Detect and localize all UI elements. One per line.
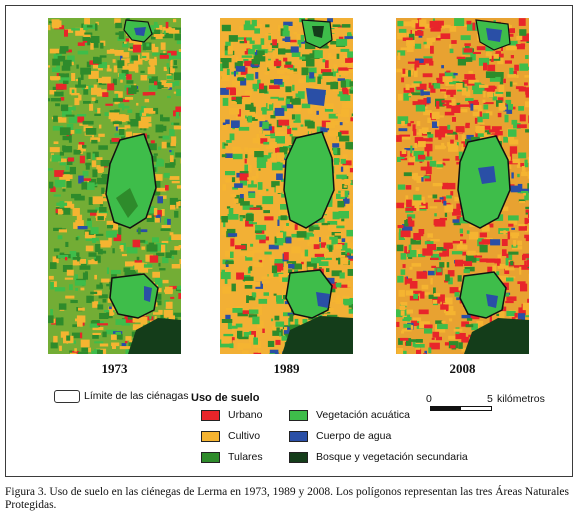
legend-title: Uso de suelo: [191, 392, 260, 404]
map-2008-canvas: [396, 18, 529, 354]
boundary-swatch: [54, 390, 80, 403]
legend-label-bosque: Bosque y vegetación secundaria: [316, 451, 468, 463]
legend-swatch-cuerpo-de-agua: [289, 431, 308, 442]
map-1989-canvas: [220, 18, 353, 354]
legend-label-cultivo: Cultivo: [228, 430, 261, 442]
legend-label-urbano: Urbano: [228, 409, 263, 421]
legend-label-vegetacion-acuatica: Vegetación acuática: [316, 409, 410, 421]
figure-caption: Figura 3. Uso de suelo en las ciénegas d…: [5, 486, 569, 511]
legend-swatch-vegetacion-acuatica: [289, 410, 308, 421]
figure-frame: 1973 1989 2008 Límite de las ciénagas Us…: [5, 5, 573, 477]
map-1989: [220, 18, 353, 354]
legend-swatch-urbano: [201, 410, 220, 421]
scale-max-label: 5: [487, 393, 493, 405]
legend-swatch-bosque: [289, 452, 308, 463]
map-1973-canvas: [48, 18, 181, 354]
year-label-1973: 1973: [101, 361, 128, 376]
legend-swatch-tulares: [201, 452, 220, 463]
scale-bar: [430, 406, 492, 411]
year-label-2008: 2008: [449, 361, 476, 376]
scale-unit-label: kilómetros: [497, 393, 545, 405]
scale-min-label: 0: [426, 393, 432, 405]
year-label-1989: 1989: [273, 361, 300, 376]
map-1973: [48, 18, 181, 354]
legend-swatch-cultivo: [201, 431, 220, 442]
map-2008: [396, 18, 529, 354]
legend-label-cuerpo-de-agua: Cuerpo de agua: [316, 430, 392, 442]
legend-label-tulares: Tulares: [228, 451, 263, 463]
boundary-label: Límite de las ciénagas: [84, 390, 189, 402]
